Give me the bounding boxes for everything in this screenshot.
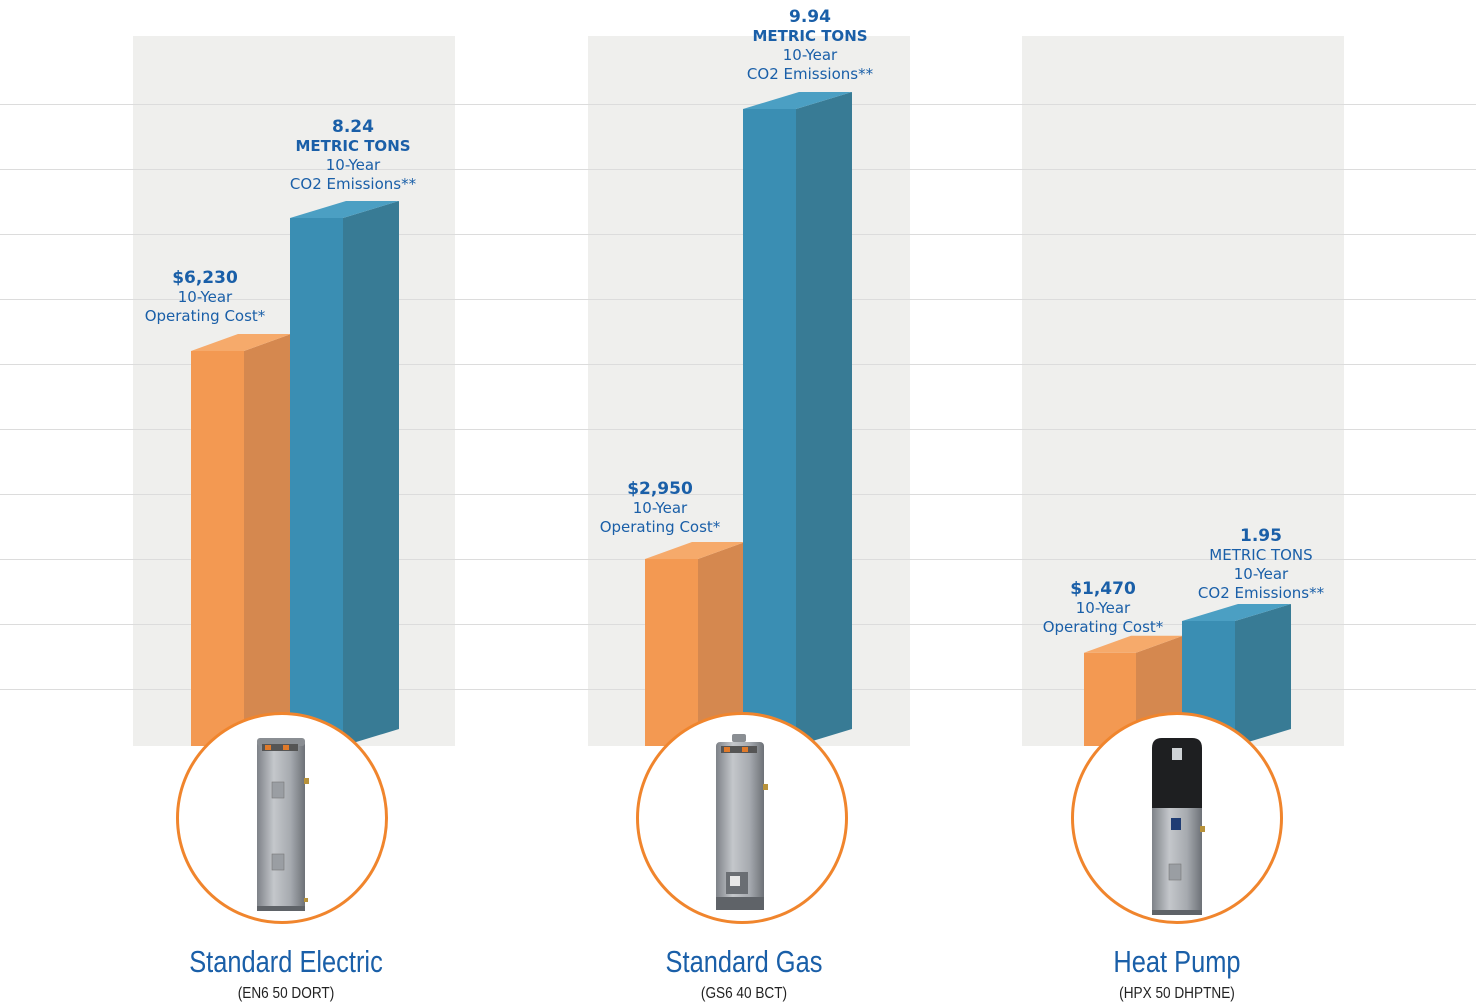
cost-bar-side xyxy=(244,334,291,746)
co2-line2: CO2 Emissions** xyxy=(746,65,874,83)
co2-bar-side xyxy=(1235,604,1291,746)
gridline xyxy=(0,169,1476,170)
co2-value: 9.94 xyxy=(789,7,831,27)
co2-line1: 10-Year xyxy=(1233,565,1289,583)
co2-label-standard-electric: 8.24 METRIC TONS 10-Year CO2 Emissions** xyxy=(243,118,463,194)
co2-line1: 10-Year xyxy=(782,46,838,64)
co2-value: 8.24 xyxy=(332,117,374,137)
co2-bar-side xyxy=(796,92,852,746)
gridline xyxy=(0,299,1476,300)
co2-bar-standard-electric xyxy=(290,200,399,746)
product-name-standard-electric: Standard Electric xyxy=(189,944,383,979)
gridline xyxy=(0,429,1476,430)
co2-bar-heat-pump xyxy=(1182,604,1291,746)
cost-bar-front xyxy=(645,558,698,746)
co2-bar-front xyxy=(743,109,796,746)
co2-unit: METRIC TONS xyxy=(295,137,411,155)
co2-line1: 10-Year xyxy=(325,156,381,174)
cost-label-standard-gas: $2,950 10-Year Operating Cost* xyxy=(550,480,770,537)
electric-water-heater-icon xyxy=(257,738,309,911)
product-model-heat-pump: (HPX 50 DHPTNE) xyxy=(1119,985,1235,1002)
heat-pump-water-heater-icon xyxy=(1152,738,1205,915)
product-name-heat-pump: Heat Pump xyxy=(1113,944,1241,979)
co2-value: 1.95 xyxy=(1240,526,1282,546)
gas-water-heater-icon xyxy=(716,734,768,910)
co2-line2: CO2 Emissions** xyxy=(1197,584,1325,602)
gridline xyxy=(0,104,1476,105)
product-model-standard-electric: (EN6 50 DORT) xyxy=(237,985,335,1002)
cost-label-heat-pump: $1,470 10-Year Operating Cost* xyxy=(993,580,1213,637)
cost-bar-standard-gas xyxy=(645,541,745,746)
cost-bar-top xyxy=(191,334,291,351)
cost-label-standard-electric: $6,230 10-Year Operating Cost* xyxy=(95,269,315,326)
cost-value: $1,470 xyxy=(1070,579,1136,599)
cost-bar-top xyxy=(1084,635,1183,653)
cost-bar-top xyxy=(645,541,745,559)
co2-bar-front xyxy=(290,217,343,746)
cost-bar-front xyxy=(191,351,244,746)
cost-line2: Operating Cost* xyxy=(599,518,721,536)
cost-bar-front xyxy=(1084,652,1136,746)
co2-label-standard-gas: 9.94 METRIC TONS 10-Year CO2 Emissions** xyxy=(700,8,920,84)
co2-bar-standard-gas xyxy=(743,92,852,746)
co2-bar-side xyxy=(343,200,399,746)
co2-unit: METRIC TONS xyxy=(752,27,868,45)
product-model-standard-gas: (GS6 40 BCT) xyxy=(700,985,788,1002)
cost-line2: Operating Cost* xyxy=(1042,618,1164,636)
cost-bar-standard-electric xyxy=(191,334,291,746)
co2-bar-top xyxy=(290,200,399,218)
product-name-standard-gas: Standard Gas xyxy=(665,944,823,979)
cost-bar-side xyxy=(698,541,745,746)
co2-label-heat-pump: 1.95 METRIC TONS 10-Year CO2 Emissions** xyxy=(1151,527,1371,603)
co2-bar-top xyxy=(743,92,852,109)
cost-line2: Operating Cost* xyxy=(144,307,266,325)
gridline xyxy=(0,494,1476,495)
cost-line1: 10-Year xyxy=(1075,599,1131,617)
co2-unit: METRIC TONS xyxy=(1209,546,1313,564)
co2-line2: CO2 Emissions** xyxy=(289,175,417,193)
cost-line1: 10-Year xyxy=(632,499,688,517)
gridline xyxy=(0,364,1476,365)
co2-bar-top xyxy=(1182,604,1291,622)
gridline xyxy=(0,234,1476,235)
cost-value: $6,230 xyxy=(172,268,238,288)
cost-value: $2,950 xyxy=(627,479,693,499)
cost-line1: 10-Year xyxy=(177,288,233,306)
